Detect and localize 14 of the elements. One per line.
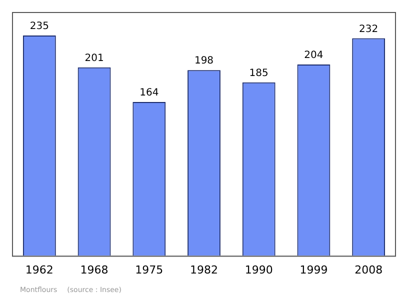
data-label: 198 (194, 56, 214, 67)
data-label: 201 (84, 52, 104, 64)
data-label: 204 (304, 50, 324, 62)
x-tick-label: 1982 (190, 263, 218, 276)
x-tick-label: 1999 (300, 263, 328, 276)
x-tick-label: 2008 (354, 263, 383, 276)
data-label: 164 (140, 88, 159, 99)
data-label: 235 (30, 21, 49, 32)
data-label: 185 (249, 68, 268, 79)
x-tick-label: 1968 (80, 263, 108, 276)
x-tick-label: 1975 (135, 263, 164, 276)
data-label: 232 (359, 24, 378, 35)
x-tick-label: 1962 (25, 263, 54, 276)
x-tick-label: 1990 (244, 263, 273, 276)
